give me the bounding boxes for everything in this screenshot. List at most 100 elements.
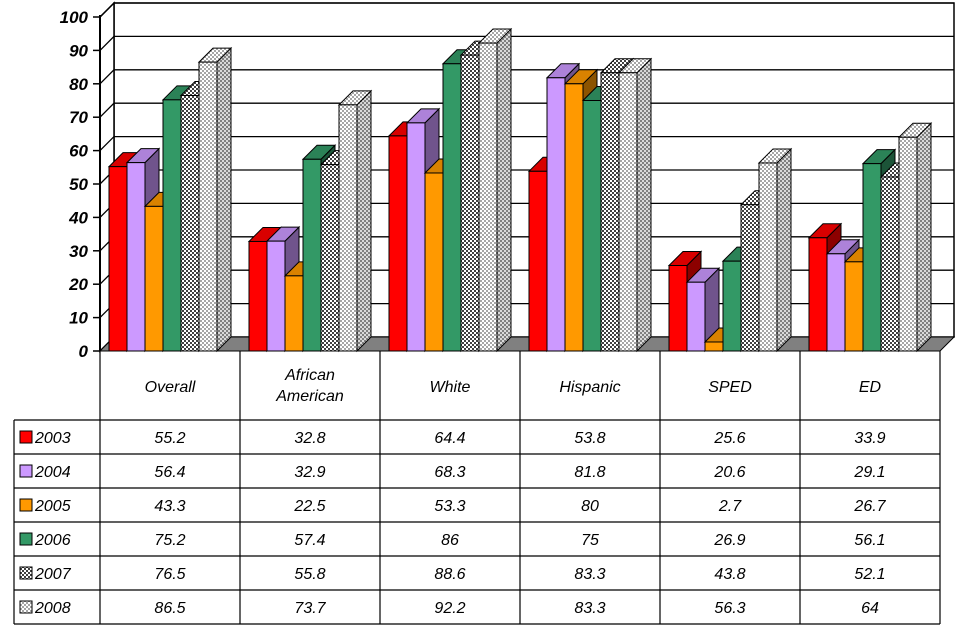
bar-front (478, 42, 498, 352)
bar-front (618, 72, 638, 352)
table-cell-value: 80 (581, 498, 599, 515)
category-label: Overall (145, 379, 196, 396)
y-axis: 0 10 20 30 40 50 60 70 80 90 100 (60, 8, 101, 361)
legend-label: 2005 (34, 498, 71, 515)
category-label: American (275, 388, 344, 405)
bar-front (198, 61, 218, 352)
table-cell-value: 43.8 (714, 566, 745, 583)
table-cell-value: 55.8 (294, 566, 325, 583)
y-tick-label: 40 (68, 208, 88, 227)
bar-front (722, 260, 742, 352)
bar-front (758, 162, 778, 352)
bar-front (740, 204, 760, 352)
bar-front (898, 136, 918, 352)
data-table: Overall African American White Hispanic SPED E… (13, 351, 941, 625)
bar-front (126, 162, 146, 352)
bar-front (668, 264, 688, 352)
bar-front (424, 172, 444, 352)
legend-key (19, 498, 33, 512)
category-label: SPED (708, 379, 752, 396)
table-cell-value: 64.4 (434, 430, 465, 447)
bar-front (528, 170, 548, 352)
table-cell-value: 56.4 (154, 464, 185, 481)
bar-side (776, 147, 792, 353)
y-tick-label: 70 (69, 108, 88, 127)
bar-front (808, 237, 828, 352)
bar-front (406, 122, 426, 352)
table-cell-value: 22.5 (293, 498, 325, 515)
bar-side (916, 122, 932, 353)
table-cell-value: 43.3 (154, 498, 185, 515)
bar-front (266, 240, 286, 352)
bar (477, 27, 513, 353)
y-tick-label: 0 (79, 342, 89, 361)
table-cell-value: 56.3 (714, 600, 745, 617)
category-label: ED (859, 379, 882, 396)
bar (685, 266, 721, 353)
legend-key (19, 532, 33, 546)
bar-front (546, 77, 566, 352)
table-cell-value: 75.2 (154, 532, 185, 549)
bars (107, 27, 933, 353)
bar-front (564, 83, 584, 352)
bar-side (216, 46, 232, 353)
table-cell-value: 76.5 (154, 566, 185, 583)
bar (197, 46, 233, 353)
y-tick-label: 90 (69, 41, 88, 60)
table-cell-value: 56.1 (854, 532, 885, 549)
table-cell-value: 83.3 (574, 566, 605, 583)
table-cell-value: 25.6 (713, 430, 745, 447)
gridline (99, 35, 954, 51)
table-cell-value: 57.4 (294, 532, 325, 549)
table-cell-value: 33.9 (854, 430, 885, 447)
gridline (99, 69, 954, 85)
bar-front (248, 240, 268, 352)
table-cell-value: 75 (581, 532, 599, 549)
bar-front (442, 63, 462, 352)
table-cell-value: 64 (861, 600, 879, 617)
table-cell-value: 68.3 (434, 464, 465, 481)
bar-front (582, 100, 602, 352)
legend-key (19, 566, 33, 580)
category-label: African (284, 367, 335, 384)
y-tick-label: 20 (68, 275, 88, 294)
y-tick-label: 60 (69, 142, 88, 161)
bar-front (144, 205, 164, 352)
table-cell-value: 26.7 (853, 498, 886, 515)
bar-front (460, 54, 480, 352)
bar-front (284, 275, 304, 352)
gridline (99, 135, 954, 152)
y-tick-label: 80 (69, 75, 88, 94)
category-label: White (430, 379, 471, 396)
table-cell-value: 92.2 (434, 600, 465, 617)
y-tick-label: 10 (69, 309, 88, 328)
table-cell-value: 53.3 (434, 498, 465, 515)
bar-front (686, 281, 706, 352)
bar-front (108, 166, 128, 352)
table-cell-value: 86 (441, 532, 459, 549)
y-tick-label: 30 (69, 242, 88, 261)
bar-front (388, 135, 408, 352)
category-label: Hispanic (559, 379, 620, 396)
bar-front (880, 176, 900, 352)
bar-front (844, 261, 864, 352)
table-cell-value: 52.1 (854, 566, 885, 583)
gridline (99, 102, 954, 118)
legend-label: 2008 (34, 600, 71, 617)
bar-front (600, 72, 620, 352)
bar-side (496, 27, 512, 353)
legend-label: 2007 (34, 566, 72, 583)
table-cell-value: 73.7 (294, 600, 326, 617)
table-cell-value: 26.9 (713, 532, 745, 549)
table-cell-value: 55.2 (154, 430, 185, 447)
bar-front (162, 99, 182, 352)
table-cell-value: 88.6 (434, 566, 465, 583)
table-cell-value: 20.6 (713, 464, 745, 481)
table-cell-value: 83.3 (574, 600, 605, 617)
bar (897, 122, 933, 353)
bar-front (704, 341, 724, 352)
table-cell-value: 81.8 (574, 464, 605, 481)
table-cell-value: 53.8 (574, 430, 605, 447)
table-cell-value: 29.1 (853, 464, 885, 481)
